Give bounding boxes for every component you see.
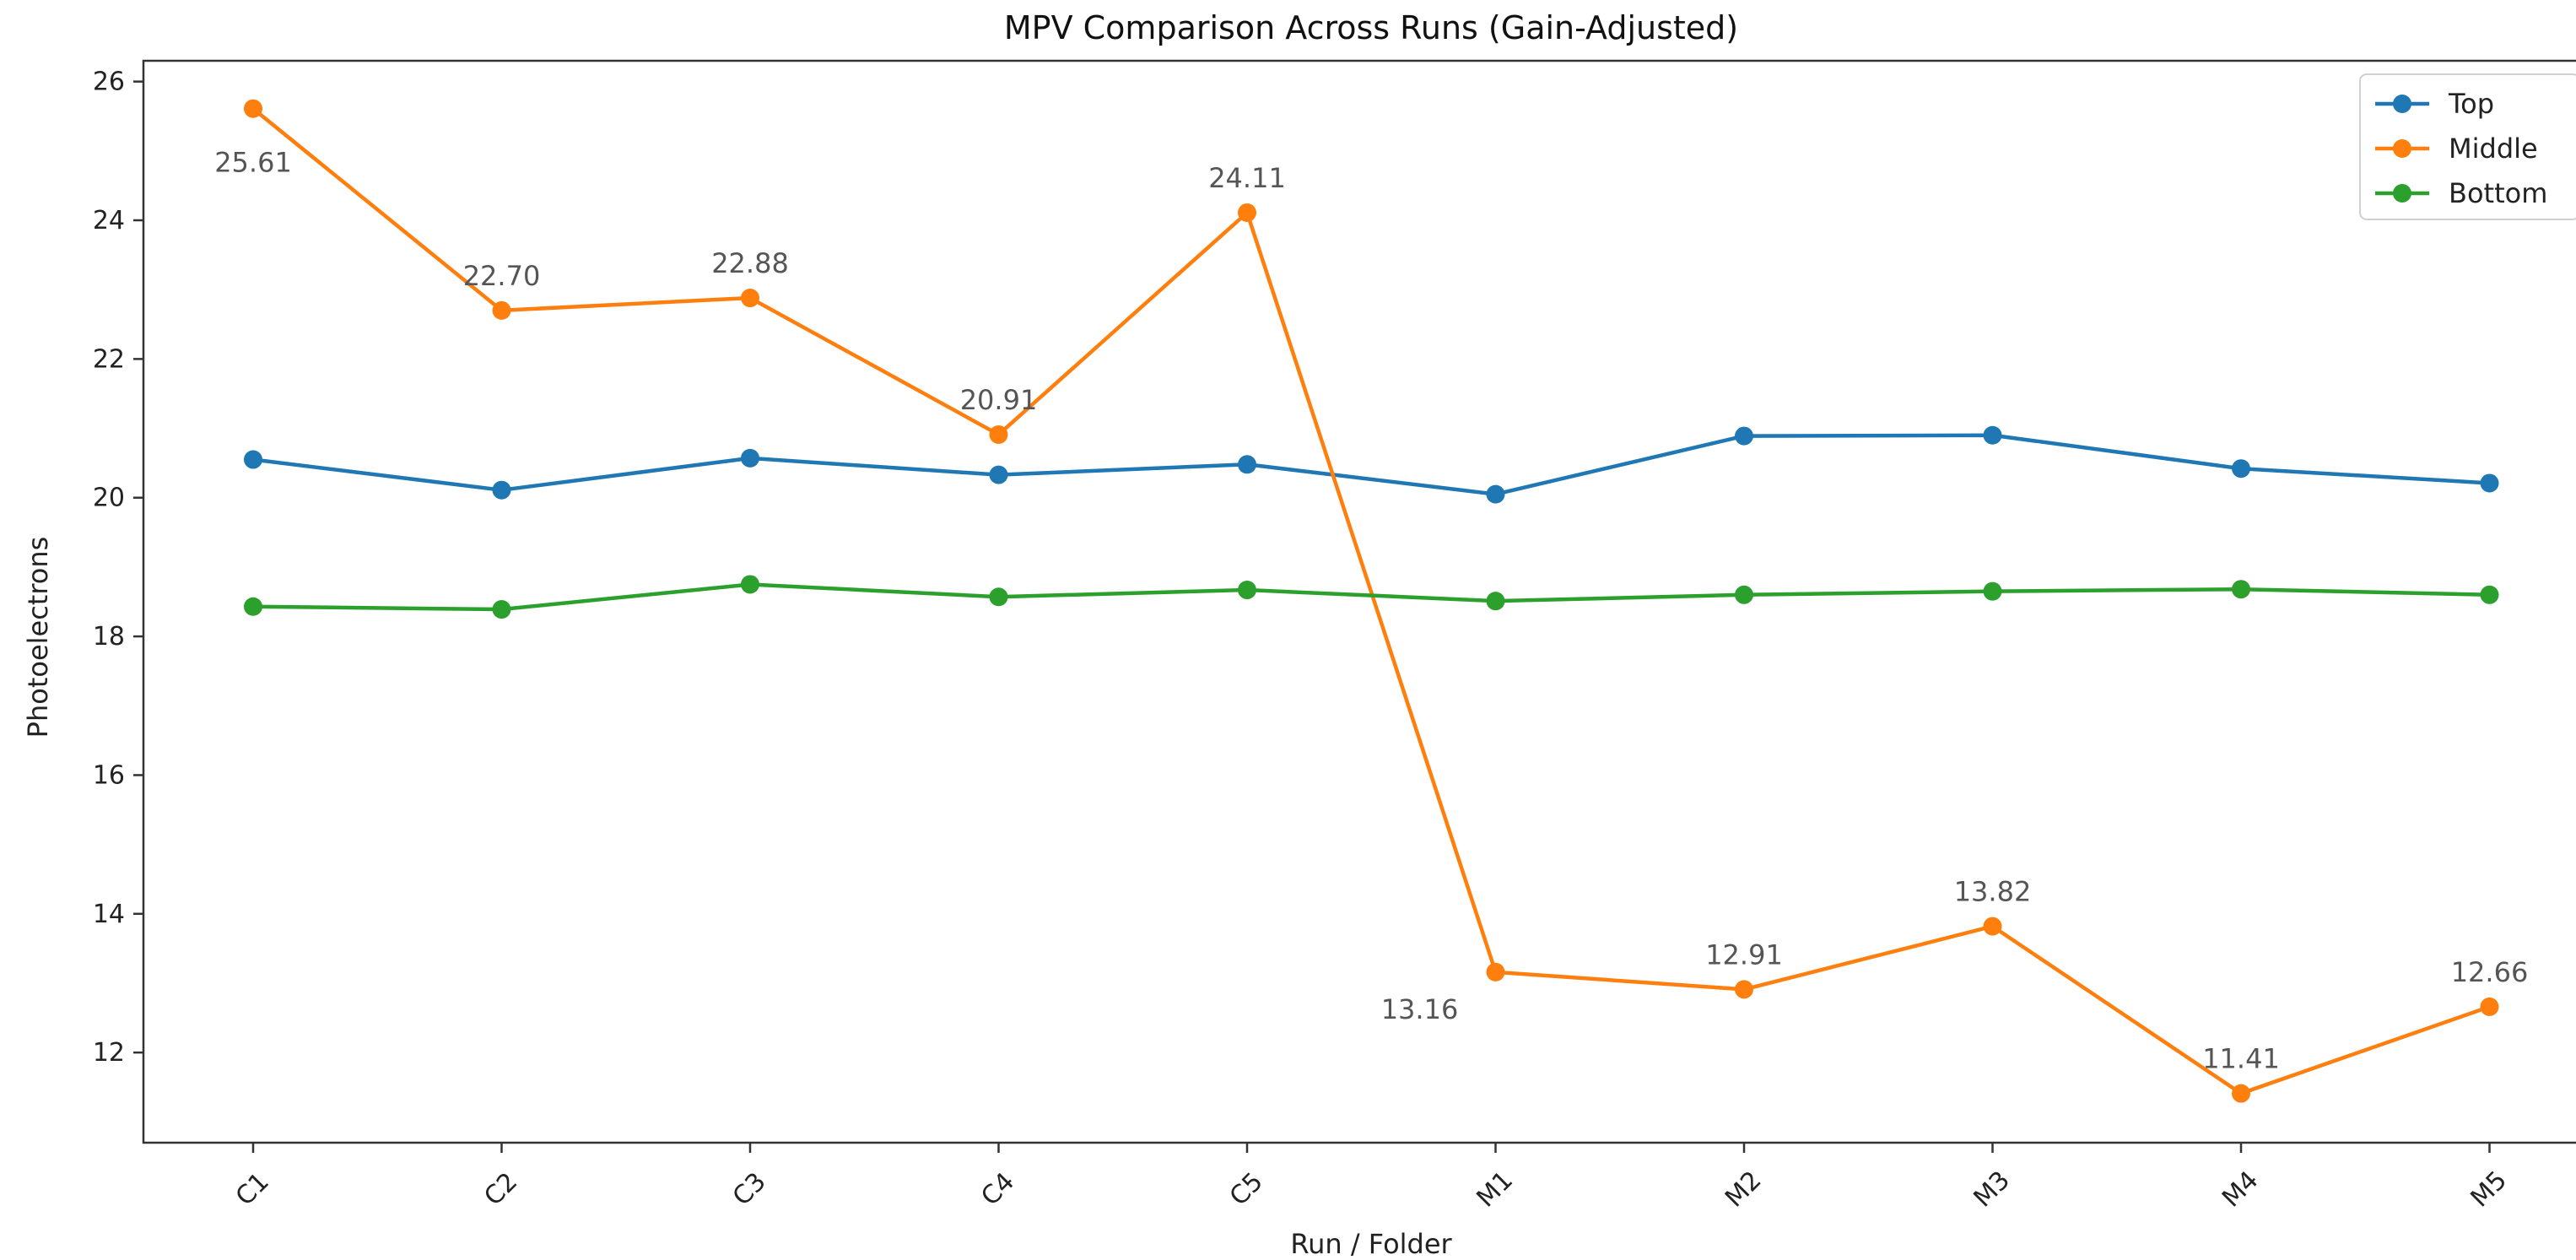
data-label-middle: 24.11 xyxy=(1208,162,1286,194)
data-label-middle: 13.16 xyxy=(1381,993,1459,1025)
y-tick-label: 26 xyxy=(93,68,125,97)
data-point-bottom xyxy=(492,600,511,619)
x-tick-label: M3 xyxy=(1968,1165,2017,1214)
data-point-middle xyxy=(1735,980,1753,999)
data-point-bottom xyxy=(2232,580,2250,599)
data-point-bottom xyxy=(989,587,1008,607)
legend-marker-top xyxy=(2393,95,2411,113)
data-point-bottom xyxy=(1238,581,1256,600)
data-label-middle: 11.41 xyxy=(2202,1043,2280,1075)
y-tick-label: 12 xyxy=(93,1038,125,1068)
data-point-top xyxy=(1983,425,2002,445)
legend-marker-middle xyxy=(2393,139,2411,158)
data-label-middle: 20.91 xyxy=(960,384,1038,416)
y-tick-label: 22 xyxy=(93,344,125,374)
x-tick-label: M4 xyxy=(2217,1165,2265,1214)
data-point-top xyxy=(2480,473,2499,493)
legend-label-middle: Middle xyxy=(2449,132,2538,165)
legend-label-top: Top xyxy=(2448,88,2494,120)
data-point-middle xyxy=(2232,1084,2250,1103)
series-line-middle xyxy=(251,106,2491,1095)
data-point-middle xyxy=(244,99,262,118)
y-tick-label: 24 xyxy=(93,206,125,235)
data-label-middle: 12.91 xyxy=(1705,938,1783,971)
data-point-bottom xyxy=(1983,581,2002,601)
y-tick-label: 20 xyxy=(93,484,125,513)
plot-area: 12 14 16 18 20 22 24 26 C1 C2 C3 C4 C5 M1 M2 M3 M4 M5 25.6… xyxy=(93,59,2576,1214)
data-point-top xyxy=(1486,484,1505,504)
data-point-middle xyxy=(492,300,511,320)
data-label-middle: 22.88 xyxy=(711,247,789,279)
data-point-middle xyxy=(1486,962,1505,982)
data-point-top xyxy=(741,448,759,468)
series-line-bottom xyxy=(252,582,2490,612)
x-tick-label: C1 xyxy=(230,1167,275,1212)
data-point-top xyxy=(244,450,262,469)
y-tick-label: 14 xyxy=(93,900,125,929)
data-point-top xyxy=(989,465,1008,484)
y-axis-title: Photoelectrons xyxy=(22,537,54,738)
x-tick-label: C4 xyxy=(975,1167,1020,1212)
legend-label-bottom: Bottom xyxy=(2449,177,2547,209)
y-tick-label: 18 xyxy=(93,622,125,652)
data-point-bottom xyxy=(1486,592,1505,611)
data-point-top xyxy=(492,480,511,500)
x-axis-title: Run / Folder xyxy=(1290,1228,1452,1260)
data-point-middle xyxy=(2480,997,2499,1016)
data-point-bottom xyxy=(244,597,262,616)
data-label-middle: 25.61 xyxy=(214,147,292,179)
data-point-top xyxy=(1238,455,1256,474)
x-tick-label: M5 xyxy=(2465,1165,2514,1214)
data-point-top xyxy=(2232,459,2250,479)
y-tick-label: 16 xyxy=(93,760,125,790)
x-tick-label: C5 xyxy=(1224,1167,1269,1212)
data-point-bottom xyxy=(1735,585,1753,604)
data-label-middle: 13.82 xyxy=(1954,876,2032,908)
data-point-middle xyxy=(1983,917,2002,936)
x-tick-label: C3 xyxy=(727,1167,772,1212)
series-line-top xyxy=(252,433,2490,496)
data-point-bottom xyxy=(741,575,759,594)
data-label-middle: 22.70 xyxy=(463,260,541,292)
x-tick-label: C2 xyxy=(478,1167,523,1212)
x-tick-label: M2 xyxy=(1720,1165,1768,1214)
legend-box xyxy=(2359,73,2576,220)
data-point-middle xyxy=(989,425,1008,444)
data-point-middle xyxy=(1238,203,1256,222)
legend: Top Middle Bottom xyxy=(2359,73,2576,220)
x-tick-label: M1 xyxy=(1472,1165,1520,1214)
data-point-bottom xyxy=(2480,585,2499,604)
data-point-top xyxy=(1735,426,1753,446)
data-label-middle: 12.66 xyxy=(2451,956,2529,988)
plot-frame xyxy=(142,59,2576,1144)
legend-marker-bottom xyxy=(2393,184,2411,203)
data-point-middle xyxy=(741,289,759,308)
chart-title: MPV Comparison Across Runs (Gain-Adjuste… xyxy=(1004,9,1738,46)
